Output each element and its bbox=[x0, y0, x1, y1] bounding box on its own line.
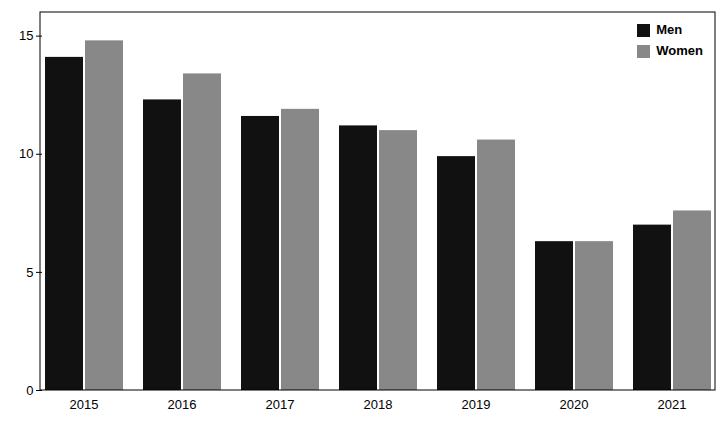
svg-text:5: 5 bbox=[26, 265, 33, 280]
svg-text:0: 0 bbox=[26, 383, 33, 398]
html-text:Women: Women bbox=[656, 42, 703, 58]
svg-text:10: 10 bbox=[19, 146, 33, 161]
html-text:Men: Men bbox=[656, 22, 683, 37]
svg-text:15: 15 bbox=[19, 28, 33, 43]
svg-text:2020: 2020 bbox=[560, 397, 589, 412]
svg-text:2017: 2017 bbox=[266, 397, 295, 412]
svg-text:2016: 2016 bbox=[168, 397, 197, 412]
svg-text:2019: 2019 bbox=[462, 397, 491, 412]
svg-text:2021: 2021 bbox=[658, 397, 687, 412]
svg-text:2018: 2018 bbox=[364, 397, 393, 412]
svg-text:2015: 2015 bbox=[70, 397, 99, 412]
